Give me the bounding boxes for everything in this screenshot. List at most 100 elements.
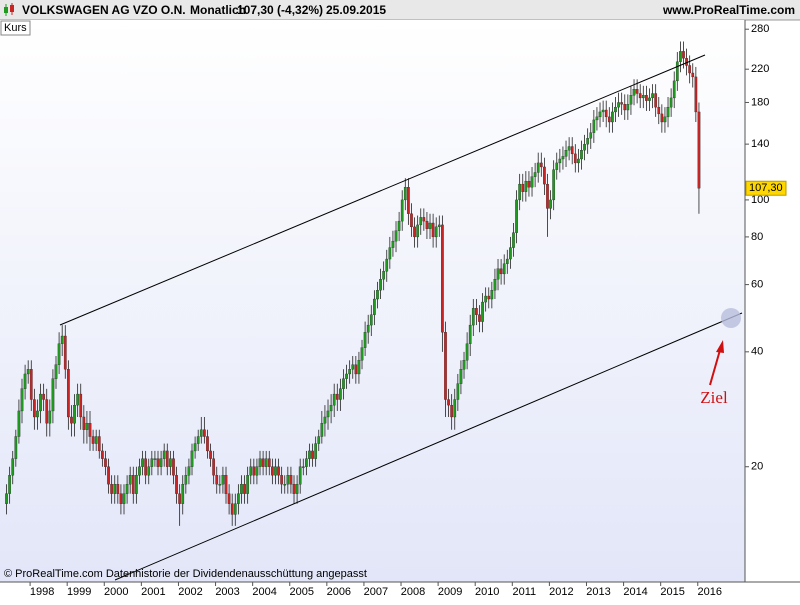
candle-body: [314, 443, 318, 459]
candle-body: [125, 484, 129, 494]
candle-body: [172, 458, 175, 476]
candle-body: [357, 360, 361, 375]
candle-body: [648, 97, 651, 101]
candle-body: [119, 493, 123, 504]
x-tick-label: 2012: [549, 586, 573, 598]
x-tick-label: 2011: [512, 586, 536, 598]
candle-body: [437, 224, 441, 228]
x-tick-label: 2001: [141, 586, 165, 598]
candle-body: [97, 436, 101, 452]
candle-body: [682, 51, 685, 59]
candle-body: [410, 213, 413, 228]
arrow-shaft: [709, 349, 721, 386]
candle-body: [688, 65, 692, 74]
source[interactable]: www.ProRealTime.com: [662, 3, 795, 17]
candle-body: [311, 450, 314, 459]
y-tick-label: 60: [751, 279, 763, 291]
candle-body: [614, 106, 617, 113]
candle-body: [227, 493, 231, 504]
candle-body: [570, 146, 574, 155]
candle-body: [567, 146, 571, 151]
candle-body: [218, 484, 222, 486]
candle-body: [351, 364, 355, 370]
interval: Monatlich: [190, 3, 246, 17]
candle-body: [283, 484, 287, 486]
candle-body: [620, 102, 624, 105]
candle-body: [641, 95, 645, 99]
last-price-label: 107,30: [749, 182, 783, 194]
candle-body: [468, 324, 472, 344]
candle-body: [199, 429, 203, 437]
candle-body: [14, 436, 18, 459]
candle-body: [447, 399, 450, 406]
candle-body: [264, 458, 268, 467]
candle-body: [323, 416, 327, 424]
footer: © ProRealTime.com Datenhistorie der Divi…: [4, 568, 367, 580]
candle-body: [190, 450, 194, 467]
y-tick-label: 20: [751, 461, 763, 473]
candle-body: [478, 314, 481, 322]
candle-body: [527, 180, 531, 188]
candle-body: [623, 104, 627, 111]
candle-body: [332, 393, 336, 406]
y-tick-label: 140: [751, 138, 769, 150]
candle-body: [533, 172, 537, 177]
candle-body: [672, 80, 676, 99]
candle-body: [233, 503, 237, 515]
candle-body: [91, 436, 95, 444]
candle-body: [101, 450, 104, 459]
candle-body: [308, 450, 311, 459]
candle-body: [348, 369, 352, 375]
title: VOLKSWAGEN AG VZO O.N.: [22, 3, 186, 17]
candle-body: [586, 138, 590, 145]
candle-body: [366, 324, 370, 333]
candle-body: [196, 436, 200, 444]
candle-body: [122, 493, 126, 504]
candle-body: [246, 475, 249, 494]
candle-body: [697, 111, 701, 189]
annotation: Ziel: [700, 388, 728, 407]
candle-body: [580, 150, 583, 160]
candle-body: [379, 279, 382, 291]
candle-body: [135, 475, 138, 494]
candle-body: [456, 383, 460, 400]
candle-body: [530, 176, 534, 188]
arrow-head: [716, 340, 724, 353]
y-tick-label: 280: [751, 23, 769, 35]
candle-body: [76, 393, 79, 406]
candle-body: [595, 116, 599, 121]
candle-body: [403, 187, 407, 201]
candle-body: [261, 458, 265, 467]
candle-body: [82, 416, 86, 430]
candle-body: [638, 93, 642, 99]
candle-body: [632, 89, 636, 96]
candle-body: [104, 458, 107, 467]
candle-body: [224, 475, 228, 494]
candle-body: [79, 393, 83, 418]
candle-body: [271, 466, 274, 476]
candle-body: [57, 343, 61, 365]
candle-body: [267, 458, 271, 467]
candle-body: [295, 484, 299, 494]
x-tick-label: 2016: [698, 586, 722, 598]
candle-body: [141, 458, 144, 467]
candle-body: [184, 475, 188, 485]
y-tick-label: 180: [751, 96, 769, 108]
x-tick-label: 2015: [660, 586, 684, 598]
candle-body: [441, 224, 444, 333]
candle-body: [342, 378, 345, 389]
candle-body: [305, 458, 308, 467]
candle-body: [162, 450, 166, 459]
candle-body: [116, 484, 120, 494]
candle-body: [8, 475, 11, 494]
candle-body: [422, 217, 426, 222]
candle-body: [539, 162, 543, 168]
candle-body: [131, 475, 135, 494]
last-price-box: [745, 180, 787, 196]
candle-body: [212, 458, 215, 476]
candle-body: [391, 240, 395, 248]
candle-body: [376, 290, 379, 300]
candle-body: [459, 369, 463, 384]
candle-body: [203, 429, 206, 437]
